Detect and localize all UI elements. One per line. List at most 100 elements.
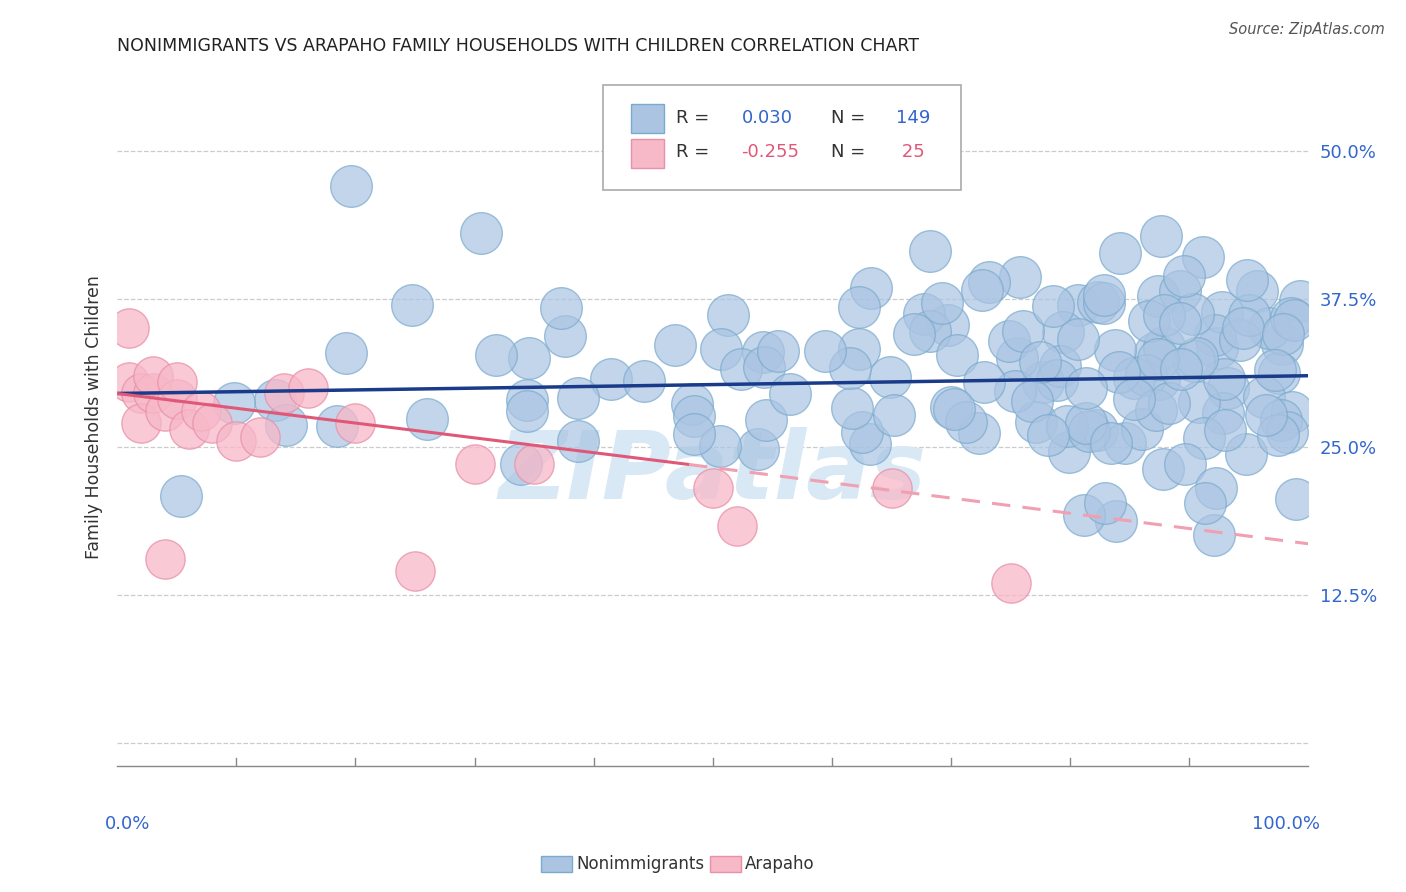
Point [683, 409, 706, 424]
Point [550, 301, 572, 315]
Point [153, 404, 176, 418]
Point [1267, 367, 1289, 381]
Point [1204, 328, 1226, 343]
Point [1213, 423, 1236, 437]
Point [1135, 368, 1157, 382]
Point [1170, 362, 1192, 376]
Point [1281, 405, 1303, 419]
Point [1042, 299, 1064, 313]
Point [945, 348, 967, 362]
Point [1285, 491, 1308, 506]
Point [166, 375, 188, 389]
Text: -0.255: -0.255 [741, 144, 800, 161]
Point [567, 391, 589, 405]
Point [1130, 422, 1153, 436]
Point [1036, 428, 1059, 442]
Point [1147, 352, 1170, 367]
Point [1073, 508, 1095, 522]
Point [752, 345, 775, 359]
Point [730, 361, 752, 376]
Point [1236, 272, 1258, 286]
Point [979, 275, 1001, 289]
Point [1021, 394, 1043, 409]
Point [879, 369, 901, 384]
Point [1147, 289, 1170, 303]
Point [516, 404, 538, 418]
Point [1202, 528, 1225, 542]
Point [1168, 317, 1191, 331]
Point [485, 348, 508, 362]
Text: R =: R = [676, 144, 714, 161]
Point [1234, 446, 1257, 460]
Point [326, 419, 349, 434]
Point [516, 392, 538, 407]
Point [1206, 341, 1229, 355]
Point [1074, 381, 1097, 395]
Point [1181, 308, 1204, 322]
Point [1271, 337, 1294, 351]
Point [814, 343, 837, 358]
Point [1194, 496, 1216, 510]
Point [918, 244, 941, 259]
Point [264, 392, 287, 407]
Point [1025, 416, 1047, 430]
Point [1147, 372, 1170, 386]
Point [973, 375, 995, 389]
Point [880, 481, 903, 495]
Point [599, 372, 621, 386]
Point [1174, 457, 1197, 471]
Point [142, 386, 165, 401]
Point [177, 422, 200, 436]
Point [851, 425, 873, 439]
Point [1264, 363, 1286, 377]
Point [401, 298, 423, 312]
Point [249, 430, 271, 444]
Point [1254, 408, 1277, 422]
Point [1123, 392, 1146, 406]
Bar [631, 103, 664, 133]
Point [883, 408, 905, 422]
Point [1092, 287, 1115, 301]
Text: Nonimmigrants: Nonimmigrants [576, 855, 704, 873]
Point [969, 425, 991, 440]
Point [1109, 246, 1132, 260]
Point [848, 300, 870, 314]
Point [1188, 395, 1211, 409]
Point [416, 412, 439, 426]
Point [340, 179, 363, 194]
Point [470, 226, 492, 240]
Point [1099, 435, 1122, 450]
Point [931, 295, 953, 310]
Point [1150, 229, 1173, 244]
Point [276, 417, 298, 432]
Point [166, 392, 188, 407]
Point [523, 458, 546, 472]
Point [1267, 428, 1289, 442]
Point [510, 457, 533, 471]
Point [554, 328, 576, 343]
Point [1105, 514, 1128, 528]
Point [1057, 445, 1080, 459]
Point [1052, 325, 1074, 339]
Point [1272, 327, 1295, 342]
Point [1104, 343, 1126, 357]
Point [710, 342, 733, 356]
Point [225, 434, 247, 448]
Text: 0.030: 0.030 [741, 109, 793, 127]
Text: Arapaho: Arapaho [745, 855, 815, 873]
Point [912, 307, 935, 321]
Point [1085, 423, 1108, 437]
Point [1056, 418, 1078, 433]
Point [129, 386, 152, 401]
Point [1005, 351, 1028, 366]
Point [1229, 333, 1251, 347]
Point [1153, 308, 1175, 322]
Point [517, 351, 540, 365]
Point [681, 397, 703, 411]
Point [404, 564, 426, 578]
Point [1012, 324, 1035, 338]
Point [1192, 250, 1215, 264]
Point [633, 375, 655, 389]
Point [273, 386, 295, 401]
Point [1270, 413, 1292, 427]
